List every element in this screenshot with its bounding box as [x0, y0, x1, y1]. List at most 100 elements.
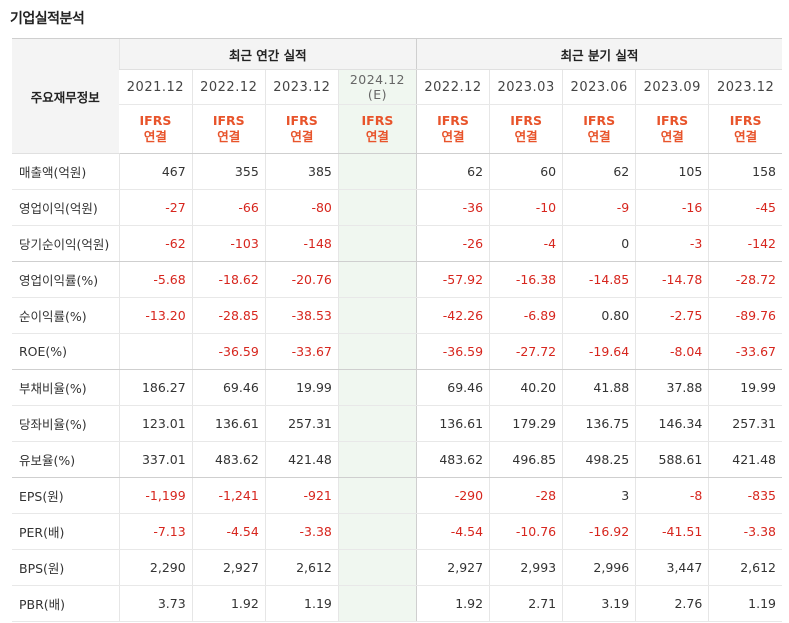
value-cell: -1,241 [191, 477, 266, 514]
value-cell: 179.29 [489, 405, 563, 442]
value-cell: 421.48 [708, 441, 782, 478]
value-cell [337, 189, 417, 226]
value-cell: -28.72 [708, 261, 782, 298]
value-cell: -4 [489, 225, 563, 262]
value-cell: 41.88 [562, 369, 636, 406]
table-row: PER(배) -7.13 -4.54 -3.38 -4.54 -10.76 -16.92 -4… [12, 513, 782, 550]
period-header: 2023.12 [708, 69, 782, 105]
value-cell: 158 [708, 153, 782, 190]
value-cell: 40.20 [489, 369, 563, 406]
table-row: 당좌비율(%) 123.01 136.61 257.31 136.61 179.29 136… [12, 405, 782, 442]
accounting-standard: IFRS [212, 113, 245, 128]
value-cell: 2,612 [708, 549, 782, 586]
value-cell: -18.62 [191, 261, 266, 298]
value-cell: -148 [264, 225, 339, 262]
consolidation-type: 연결 [441, 129, 465, 144]
value-cell: 62 [562, 153, 636, 190]
value-cell: -20.76 [264, 261, 339, 298]
value-cell [337, 297, 417, 334]
value-cell: -19.64 [562, 333, 636, 370]
financial-summary-table: 주요재무정보 최근 연간 실적 최근 분기 실적 2021.12 2022.12 2… [12, 38, 782, 622]
table-row: 매출액(억원) 467 355 385 62 60 62 105 158 [12, 153, 782, 190]
accounting-standard: IFRS [729, 113, 762, 128]
value-cell [337, 477, 417, 514]
accounting-type-header: IFRS 연결 [191, 104, 266, 154]
value-cell: -103 [191, 225, 266, 262]
value-cell: 186.27 [118, 369, 193, 406]
consolidation-type: 연결 [514, 129, 538, 144]
value-cell: -1,199 [118, 477, 193, 514]
table-row: 당기순이익(억원) -62 -103 -148 -26 -4 0 -3 -142 [12, 225, 782, 262]
estimate-year: 2024.12 [349, 72, 406, 87]
value-cell: 3,447 [635, 549, 709, 586]
value-cell: 19.99 [708, 369, 782, 406]
value-cell: 2,612 [264, 549, 339, 586]
value-cell: 2,993 [489, 549, 563, 586]
accounting-standard: IFRS [361, 113, 394, 128]
value-cell: 2,927 [415, 549, 490, 586]
value-cell: 62 [415, 153, 490, 190]
value-cell: -5.68 [118, 261, 193, 298]
accounting-type-header: IFRS 연결 [562, 104, 636, 154]
table-row: 순이익률(%) -13.20 -28.85 -38.53 -42.26 -6.89 0.80… [12, 297, 782, 334]
accounting-type-header: IFRS 연결 [264, 104, 339, 154]
row-label: 순이익률(%) [12, 297, 120, 334]
value-cell [337, 549, 417, 586]
value-cell: -26 [415, 225, 490, 262]
accounting-standard: IFRS [656, 113, 689, 128]
value-cell: -16.38 [489, 261, 563, 298]
value-cell [337, 225, 417, 262]
value-cell: 105 [635, 153, 709, 190]
period-header: 2021.12 [119, 69, 193, 105]
value-cell: 0 [562, 225, 636, 262]
accounting-type-header: IFRS 연결 [489, 104, 563, 154]
value-cell: -38.53 [264, 297, 339, 334]
value-cell: -27 [118, 189, 193, 226]
value-cell [337, 369, 417, 406]
value-cell: 3.19 [562, 585, 636, 622]
accounting-type-header: IFRS 연결 [708, 104, 782, 154]
value-cell [337, 585, 417, 622]
accounting-standard: IFRS [437, 113, 469, 128]
table-row: 영업이익(억원) -27 -66 -80 -36 -10 -9 -16 -45 [12, 189, 782, 226]
value-cell: -33.67 [708, 333, 782, 370]
value-cell: 146.34 [635, 405, 709, 442]
row-label: BPS(원) [12, 549, 120, 586]
value-cell: 496.85 [489, 441, 563, 478]
value-cell: -6.89 [489, 297, 563, 334]
consolidation-type: 연결 [290, 129, 314, 144]
value-cell: 60 [489, 153, 563, 190]
value-cell: 19.99 [264, 369, 339, 406]
value-cell: -7.13 [118, 513, 193, 550]
value-cell: -16 [635, 189, 709, 226]
row-label: 영업이익률(%) [12, 261, 120, 298]
value-cell: -41.51 [635, 513, 709, 550]
consolidation-type: 연결 [587, 129, 611, 144]
value-cell: -89.76 [708, 297, 782, 334]
row-label: EPS(원) [12, 477, 120, 514]
value-cell: 136.75 [562, 405, 636, 442]
value-cell: 498.25 [562, 441, 636, 478]
value-cell: 123.01 [118, 405, 193, 442]
accounting-standard: IFRS [583, 113, 616, 128]
quarterly-group-header: 최근 분기 실적 [415, 38, 782, 70]
value-cell: -142 [708, 225, 782, 262]
value-cell: 257.31 [264, 405, 339, 442]
value-cell [118, 333, 193, 370]
value-cell: -2.75 [635, 297, 709, 334]
value-cell: 0.80 [562, 297, 636, 334]
value-cell [337, 513, 417, 550]
value-cell: -36.59 [415, 333, 490, 370]
value-cell: -835 [708, 477, 782, 514]
row-label: 유보율(%) [12, 441, 120, 478]
period-header: 2023.09 [635, 69, 709, 105]
table-row: 영업이익률(%) -5.68 -18.62 -20.76 -57.92 -16.38 -14… [12, 261, 782, 298]
value-cell: 355 [191, 153, 266, 190]
accounting-standard: IFRS [285, 113, 318, 128]
annual-group-header: 최근 연간 실적 [118, 38, 417, 70]
table-row: EPS(원) -1,199 -1,241 -921 -290 -28 3 -8 -835 [12, 477, 782, 514]
value-cell: -66 [191, 189, 266, 226]
value-cell: 2.76 [635, 585, 709, 622]
table-row: 유보율(%) 337.01 483.62 421.48 483.62 496.85 498.… [12, 441, 782, 478]
value-cell: -57.92 [415, 261, 490, 298]
